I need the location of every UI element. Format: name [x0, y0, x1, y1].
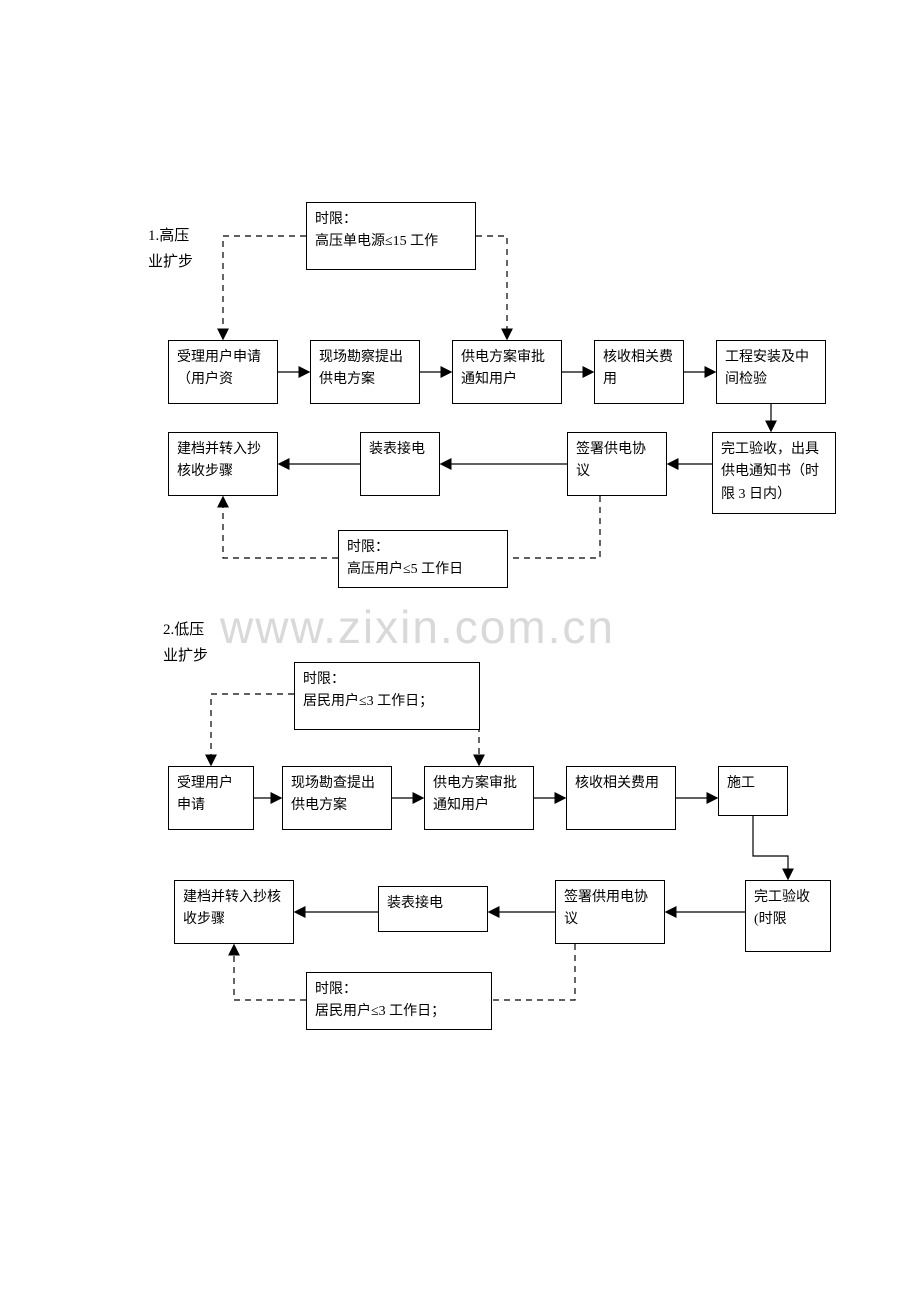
lv-step-9: 建档并转入抄核收步骤: [174, 880, 294, 944]
section-lv-title-2: 业扩步: [163, 644, 243, 668]
lv-note-1-line1: 时限：: [303, 669, 471, 691]
hv-note-1: 时限： 高压单电源≤15 工作: [306, 202, 476, 270]
lv-note-1: 时限： 居民用户≤3 工作日；: [294, 662, 480, 730]
hv-step-2: 现场勘察提出供电方案: [310, 340, 420, 404]
hv-step-3: 供电方案审批通知用户: [452, 340, 562, 404]
section-hv-title-1: 1.高压: [148, 224, 228, 248]
lv-step-6: 完工验收(时限: [745, 880, 831, 952]
lv-note-1-line2: 居民用户≤3 工作日；: [303, 691, 471, 713]
lv-step-1: 受理用户申请: [168, 766, 254, 830]
hv-note-1-line2: 高压单电源≤15 工作: [315, 231, 467, 253]
lv-step-7: 签署供用电协议: [555, 880, 665, 944]
hv-note-2-line1: 时限：: [347, 537, 499, 559]
hv-note-1-line1: 时限：: [315, 209, 467, 231]
hv-step-1: 受理用户申请（用户资: [168, 340, 278, 404]
hv-step-6: 完工验收，出具供电通知书（时限 3 日内）: [712, 432, 836, 514]
lv-step-3: 供电方案审批通知用户: [424, 766, 534, 830]
lv-note-2-line2: 居民用户≤3 工作日；: [315, 1001, 483, 1023]
hv-step-7: 签署供电协议: [567, 432, 667, 496]
section-hv-title-2: 业扩步: [148, 250, 228, 274]
lv-note-2-line1: 时限：: [315, 979, 483, 1001]
watermark-text: www.zixin.com.cn: [220, 600, 615, 654]
section-lv-title-1: 2.低压: [163, 618, 243, 642]
hv-step-9: 建档并转入抄核收步骤: [168, 432, 278, 496]
hv-step-5: 工程安装及中间检验: [716, 340, 826, 404]
flow-edges: [0, 0, 920, 1302]
lv-step-2: 现场勘查提出供电方案: [282, 766, 392, 830]
hv-step-4: 核收相关费用: [594, 340, 684, 404]
lv-step-4: 核收相关费用: [566, 766, 676, 830]
hv-note-2-line2: 高压用户≤5 工作日: [347, 559, 499, 581]
lv-step-8: 装表接电: [378, 886, 488, 932]
hv-step-8: 装表接电: [360, 432, 440, 496]
lv-note-2: 时限： 居民用户≤3 工作日；: [306, 972, 492, 1030]
hv-note-2: 时限： 高压用户≤5 工作日: [338, 530, 508, 588]
lv-step-5: 施工: [718, 766, 788, 816]
